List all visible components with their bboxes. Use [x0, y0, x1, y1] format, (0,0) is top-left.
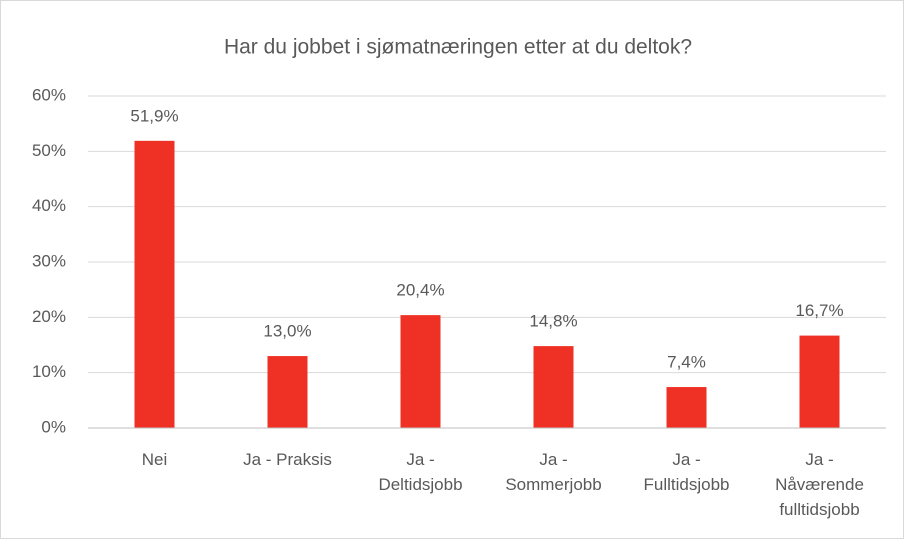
x-tick-label: Nei — [142, 450, 168, 469]
x-tick-label: Ja - Praksis — [243, 450, 332, 469]
bar — [666, 387, 707, 428]
y-tick-label: 50% — [32, 141, 66, 160]
data-label: 7,4% — [667, 353, 706, 372]
chart-title: Har du jobbet i sjømatnæringen etter at … — [224, 36, 692, 59]
data-label: 13,0% — [263, 322, 311, 341]
y-tick-label: 0% — [41, 417, 66, 436]
bar — [400, 315, 441, 428]
bar — [533, 346, 574, 428]
y-tick-label: 60% — [32, 85, 66, 104]
y-tick-label: 20% — [32, 307, 66, 326]
bar — [134, 140, 175, 428]
x-tick-label: Ja -Sommerjobb — [505, 450, 601, 494]
x-tick-label: Ja -Nåværende fulltidsjobb — [775, 450, 864, 519]
data-label: 20,4% — [396, 281, 444, 300]
y-tick-label: 40% — [32, 196, 66, 215]
data-label: 16,7% — [795, 301, 843, 320]
bar — [267, 356, 308, 428]
x-tick-label: Ja -Fulltidsjobb — [644, 450, 730, 494]
x-tick-label: Ja -Deltidsjobb — [378, 450, 462, 494]
y-tick-label: 10% — [32, 362, 66, 381]
data-label: 51,9% — [130, 106, 178, 125]
data-label: 14,8% — [529, 312, 577, 331]
bar — [799, 335, 840, 428]
y-tick-label: 30% — [32, 251, 66, 270]
